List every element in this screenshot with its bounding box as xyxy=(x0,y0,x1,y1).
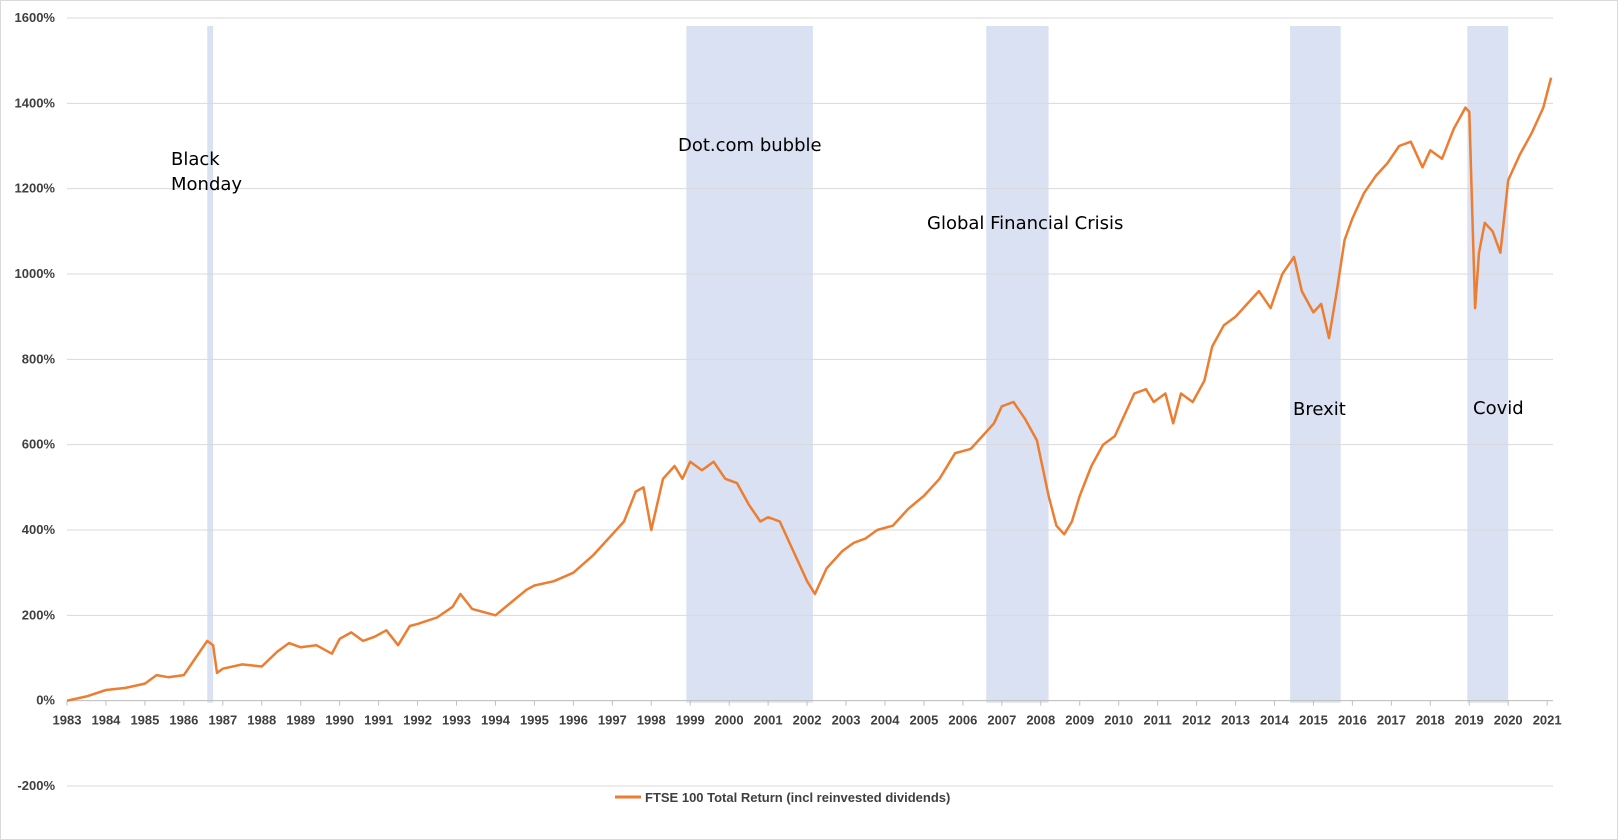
annotation-dotcom-bubble: Dot.com bubble xyxy=(678,135,822,156)
series-group xyxy=(66,77,1553,702)
x-tick-label-22: 2005 xyxy=(909,713,938,728)
y-tick-label-8: 1400% xyxy=(15,95,56,110)
x-tick-label-30: 2013 xyxy=(1221,713,1250,728)
y-tick-label-9: 1600% xyxy=(15,10,56,25)
x-tick-label-17: 2000 xyxy=(715,713,744,728)
shaded-region-2 xyxy=(986,26,1049,703)
x-tick-label-0: 1983 xyxy=(53,713,82,728)
legend-label: FTSE 100 Total Return (incl reinvested d… xyxy=(645,790,950,805)
y-tick-label-2: 200% xyxy=(22,607,56,622)
x-tick-label-26: 2009 xyxy=(1065,713,1094,728)
y-tick-label-3: 400% xyxy=(22,522,56,537)
x-tick-label-5: 1988 xyxy=(247,713,276,728)
y-tick-label-4: 600% xyxy=(22,437,56,452)
shaded-region-0 xyxy=(207,26,214,703)
y-tick-label-6: 1000% xyxy=(15,266,56,281)
series-line-0 xyxy=(66,77,1553,702)
y-tick-label-0: -200% xyxy=(17,778,55,793)
x-tick-label-2: 1985 xyxy=(130,713,159,728)
shaded-region-1 xyxy=(686,26,813,703)
x-tick-label-7: 1990 xyxy=(325,713,354,728)
x-tick-label-12: 1995 xyxy=(520,713,549,728)
x-tick-label-35: 2018 xyxy=(1416,713,1445,728)
x-tick-label-6: 1989 xyxy=(286,713,315,728)
x-tick-label-25: 2008 xyxy=(1026,713,1055,728)
x-tick-label-37: 2020 xyxy=(1494,713,1523,728)
annotation-black-monday-line1: Black xyxy=(171,149,220,170)
y-tick-label-7: 1200% xyxy=(15,181,56,196)
x-tick-label-13: 1996 xyxy=(559,713,588,728)
x-tick-label-24: 2007 xyxy=(987,713,1016,728)
annotation-global-financial-crisis: Global Financial Crisis xyxy=(927,213,1123,234)
x-axis-ticks: 1983 1984 1985 1986 1987 1988 1989 1990 1991 1992… xyxy=(53,700,1562,728)
shaded-regions xyxy=(207,26,1509,703)
x-tick-label-16: 1999 xyxy=(676,713,705,728)
x-tick-label-36: 2019 xyxy=(1455,713,1484,728)
y-tick-label-1: 0% xyxy=(36,693,55,708)
x-tick-label-31: 2014 xyxy=(1260,713,1290,728)
x-tick-label-11: 1994 xyxy=(481,713,511,728)
x-tick-label-20: 2003 xyxy=(832,713,861,728)
x-tick-label-1: 1984 xyxy=(91,713,121,728)
x-tick-label-28: 2011 xyxy=(1144,713,1172,728)
x-tick-label-8: 1991 xyxy=(364,713,393,728)
x-tick-label-4: 1987 xyxy=(208,713,237,728)
x-tick-label-23: 2006 xyxy=(948,713,977,728)
x-tick-label-27: 2010 xyxy=(1104,713,1133,728)
annotation-covid: Covid xyxy=(1473,398,1524,419)
shaded-region-4 xyxy=(1467,26,1509,703)
y-tick-label-5: 800% xyxy=(22,351,56,366)
annotations: Black Monday Dot.com bubble Global Finan… xyxy=(171,135,1524,420)
gridlines xyxy=(67,17,1553,787)
x-tick-label-32: 2015 xyxy=(1299,713,1328,728)
x-tick-label-14: 1997 xyxy=(598,713,627,728)
x-tick-label-9: 1992 xyxy=(403,713,432,728)
x-tick-label-29: 2012 xyxy=(1182,713,1211,728)
x-tick-label-33: 2016 xyxy=(1338,713,1367,728)
x-tick-label-3: 1986 xyxy=(169,713,198,728)
x-tick-label-21: 2004 xyxy=(871,713,901,728)
annotation-black-monday-line2: Monday xyxy=(171,174,242,195)
x-tick-label-15: 1998 xyxy=(637,713,666,728)
annotation-brexit: Brexit xyxy=(1293,399,1346,420)
shaded-region-3 xyxy=(1290,26,1341,703)
x-tick-label-10: 1993 xyxy=(442,713,471,728)
legend: FTSE 100 Total Return (incl reinvested d… xyxy=(615,790,950,805)
x-tick-label-34: 2017 xyxy=(1377,713,1406,728)
x-tick-label-38: 2021 xyxy=(1533,713,1562,728)
x-tick-label-19: 2002 xyxy=(793,713,822,728)
y-axis-ticks: -200% 0% 200% 400% 600% 800% 1000% 1200% 1400% 16… xyxy=(15,10,56,793)
x-tick-label-18: 2001 xyxy=(754,713,783,728)
